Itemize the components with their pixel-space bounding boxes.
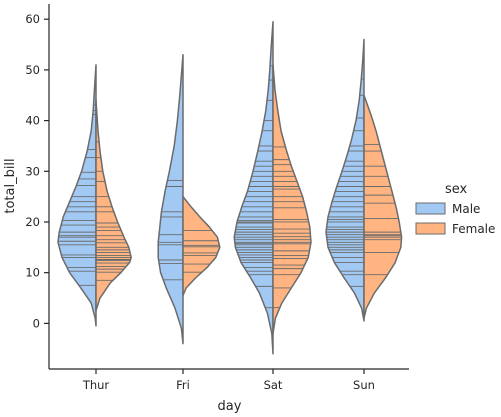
plot-area: 0 10 20 30 40 50 60 Thur Fri Sat Sun	[25, 4, 409, 392]
violin-female-thur	[95, 99, 132, 312]
x-tick-label-thur: Thur	[82, 378, 110, 392]
violins	[57, 20, 403, 355]
y-ticks: 0 10 20 30 40 50 60	[25, 12, 49, 330]
y-tick-label: 20	[25, 215, 40, 229]
violin-male-thur	[57, 64, 97, 327]
violin-body-female-sat	[272, 64, 312, 335]
legend-title: sex	[445, 182, 468, 197]
violin-body-male-fri	[157, 53, 184, 345]
y-axis-label: total_bill	[3, 158, 18, 213]
violin-female-sat	[272, 64, 312, 335]
y-tick-label: 40	[25, 114, 40, 128]
x-ticks: Thur Fri Sat Sun	[82, 369, 375, 392]
legend-label-female: Female	[452, 222, 495, 236]
violin-body-male-sat	[233, 20, 274, 355]
legend-swatch-female	[415, 222, 446, 235]
y-tick-label: 10	[25, 266, 40, 280]
x-axis-label: day	[218, 399, 242, 414]
y-tick-label: 0	[33, 316, 40, 330]
violin-female-fri	[182, 195, 221, 297]
x-tick-label-sat: Sat	[264, 378, 283, 392]
violin-body-male-thur	[57, 64, 97, 327]
x-tick-label-sun: Sun	[353, 378, 375, 392]
y-tick-label: 30	[25, 164, 40, 178]
violin-body-female-fri	[182, 195, 221, 297]
violin-female-sun	[363, 94, 403, 320]
violin-body-male-sun	[325, 38, 365, 322]
x-tick-label-fri: Fri	[176, 378, 190, 392]
legend-label-male: Male	[452, 202, 480, 216]
legend: sex Male Female	[415, 182, 495, 236]
legend-swatch-male	[415, 202, 446, 215]
legend-items: Male Female	[415, 202, 495, 236]
violin-body-female-thur	[95, 99, 132, 312]
y-tick-label: 60	[25, 12, 40, 26]
violin-male-sun	[325, 38, 365, 322]
y-tick-label: 50	[25, 63, 40, 77]
violin-body-female-sun	[363, 94, 403, 320]
violin-male-fri	[157, 53, 184, 345]
violin-male-sat	[233, 20, 274, 355]
